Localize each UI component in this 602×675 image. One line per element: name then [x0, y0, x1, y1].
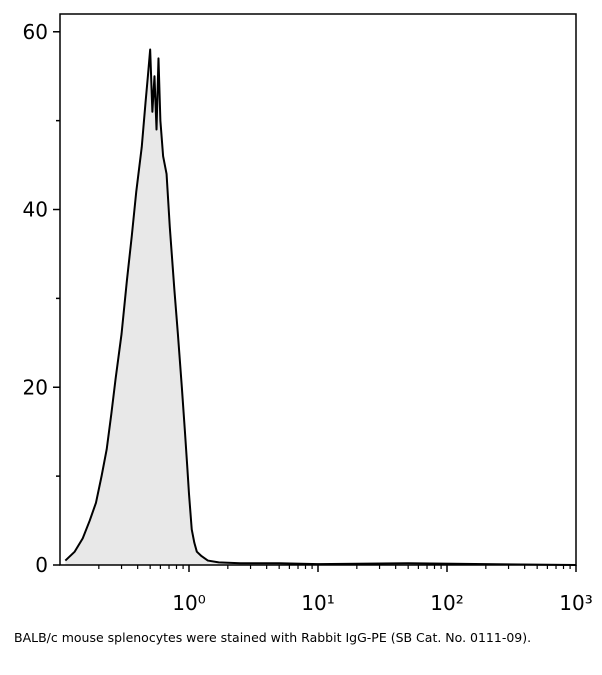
y-tick-label: 0 [35, 553, 48, 577]
histogram-fill [65, 49, 576, 565]
y-tick-label: 60 [23, 20, 48, 44]
x-tick-label: 10² [430, 591, 463, 615]
caption: BALB/c mouse splenocytes were stained wi… [14, 630, 532, 645]
y-tick-label: 40 [23, 198, 48, 222]
x-tick-label: 10³ [559, 591, 592, 615]
chart: 0 20 40 60 10⁰ 10¹ 10² 10³ [23, 13, 593, 615]
histogram-line [64, 48, 577, 566]
x-tick-label: 10¹ [301, 591, 334, 615]
y-tick-label: 20 [23, 375, 48, 399]
x-tick-label: 10⁰ [172, 591, 205, 615]
